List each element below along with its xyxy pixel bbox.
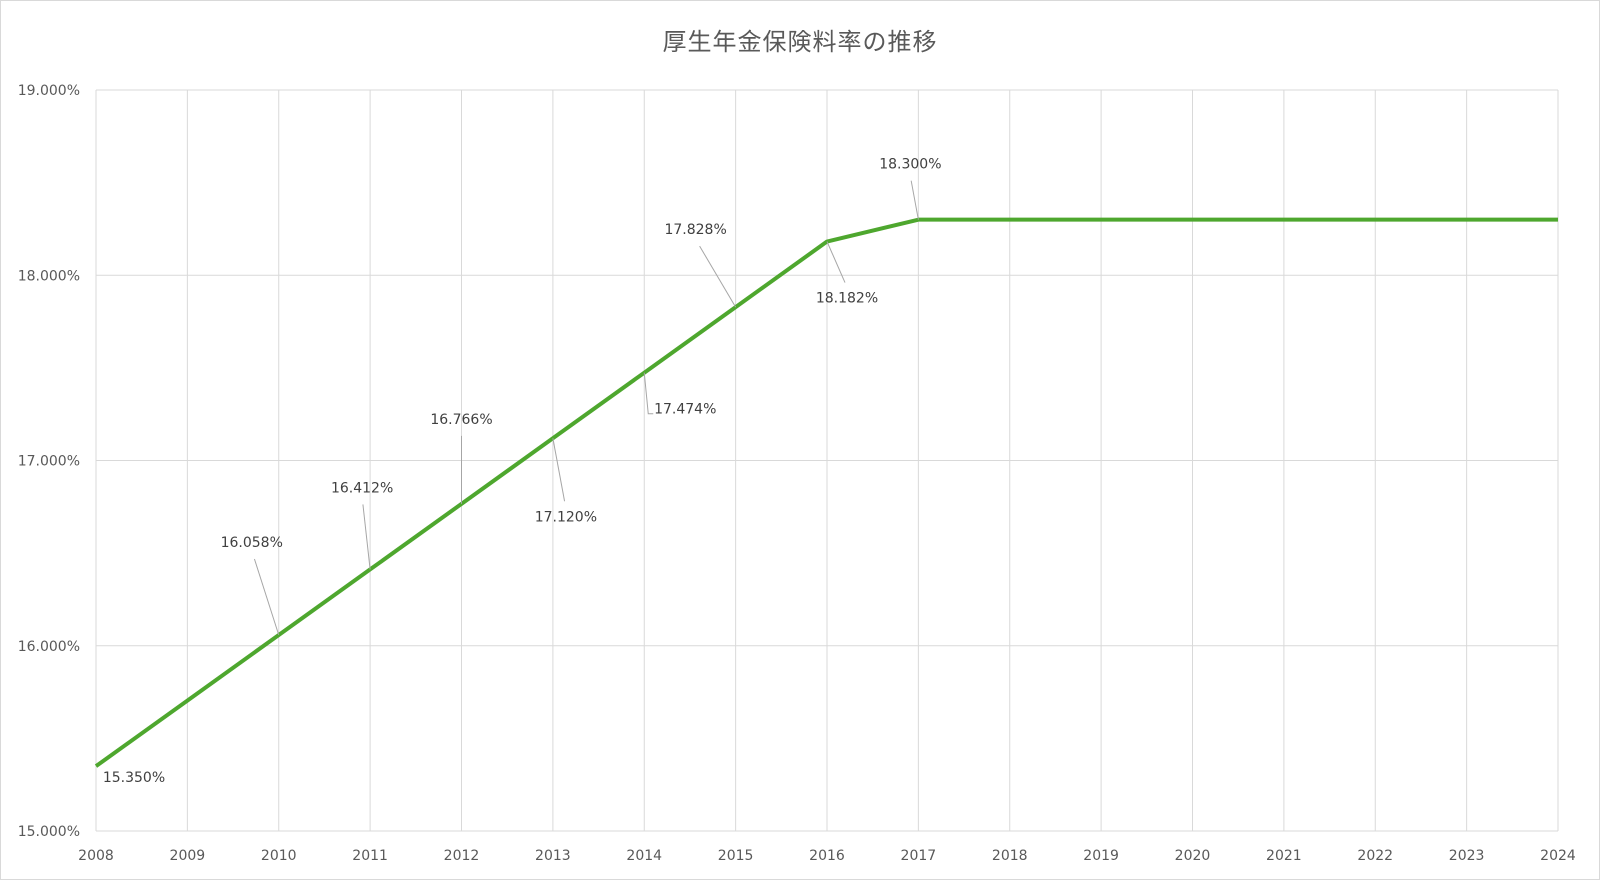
x-tick-label: 2008 xyxy=(78,848,114,864)
data-label-leader xyxy=(552,438,566,502)
x-tick-label: 2013 xyxy=(535,848,571,864)
data-label-leader xyxy=(699,245,737,308)
data-label: 17.120% xyxy=(535,509,597,525)
data-label: 17.828% xyxy=(664,222,726,238)
y-tick-label: 15.000% xyxy=(18,824,80,840)
data-label-leader xyxy=(362,504,371,570)
chart-title: 厚生年金保険料率の推移 xyxy=(662,28,938,56)
x-tick-label: 2010 xyxy=(261,848,297,864)
x-tick-label: 2009 xyxy=(170,848,206,864)
x-tick-label: 2017 xyxy=(901,848,937,864)
data-label-leader xyxy=(826,241,846,283)
x-tick-label: 2021 xyxy=(1266,848,1302,864)
y-tick-label: 19.000% xyxy=(18,83,80,99)
x-tick-label: 2018 xyxy=(992,848,1028,864)
x-tick-label: 2015 xyxy=(718,848,754,864)
x-tick-label: 2020 xyxy=(1175,848,1211,864)
x-tick-label: 2014 xyxy=(626,848,662,864)
data-label: 18.300% xyxy=(879,157,941,173)
data-label: 16.412% xyxy=(331,480,393,496)
data-label-leader xyxy=(643,372,654,415)
data-label: 17.474% xyxy=(654,402,716,418)
x-tick-label: 2016 xyxy=(809,848,845,864)
x-tick-label: 2024 xyxy=(1540,848,1576,864)
x-tick-label: 2011 xyxy=(352,848,388,864)
data-label: 16.766% xyxy=(430,412,492,428)
data-label: 16.058% xyxy=(221,535,283,551)
y-tick-label: 17.000% xyxy=(18,454,80,470)
x-tick-label: 2022 xyxy=(1357,848,1393,864)
y-tick-label: 18.000% xyxy=(18,268,80,284)
data-label-leader xyxy=(910,180,919,220)
data-label: 18.182% xyxy=(816,291,878,307)
x-tick-label: 2023 xyxy=(1449,848,1485,864)
data-label-leader xyxy=(253,558,280,636)
x-tick-label: 2019 xyxy=(1083,848,1119,864)
y-tick-label: 16.000% xyxy=(18,639,80,655)
x-tick-label: 2012 xyxy=(444,848,480,864)
data-label: 15.350% xyxy=(103,770,165,786)
